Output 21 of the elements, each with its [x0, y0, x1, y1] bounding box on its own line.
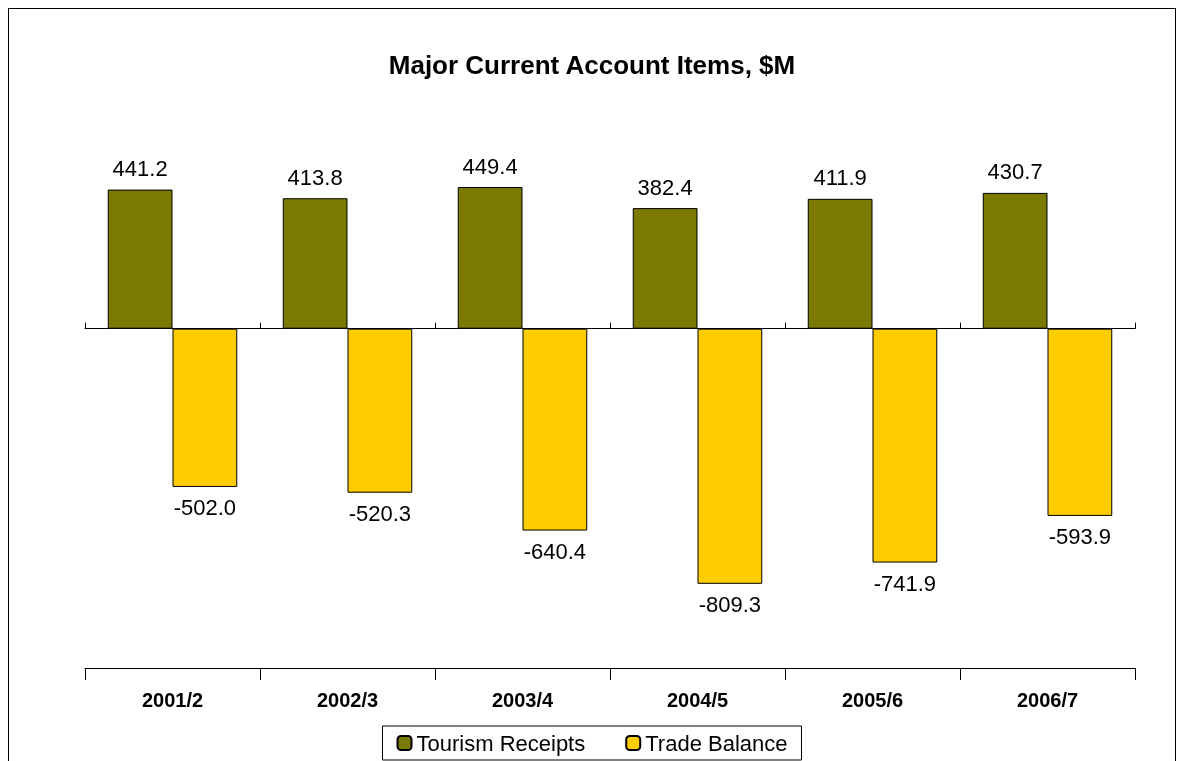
- data-label: -593.9: [1048, 524, 1112, 550]
- data-label: 413.8: [287, 164, 343, 190]
- data-label: -741.9: [873, 571, 937, 597]
- data-label: 382.4: [637, 174, 693, 200]
- data-label: -640.4: [523, 539, 587, 565]
- x-tick-label: 2003/4: [491, 689, 554, 711]
- x-tick-label: 2005/6: [841, 689, 904, 711]
- data-label: 411.9: [813, 165, 867, 191]
- chart-title: Major Current Account Items, $M: [388, 50, 796, 80]
- data-label: -502.0: [173, 495, 237, 521]
- x-tick-label: 2006/7: [1016, 689, 1079, 711]
- x-tick-label: 2001/2: [141, 689, 204, 711]
- legend-label: Tourism Receipts: [416, 730, 586, 756]
- data-label: 449.4: [462, 153, 518, 179]
- legend-label: Trade Balance: [645, 730, 788, 756]
- x-tick-label: 2004/5: [666, 689, 729, 711]
- data-label: -809.3: [698, 592, 762, 618]
- data-label: 441.2: [112, 156, 168, 182]
- data-label: 430.7: [987, 159, 1043, 185]
- x-tick-label: 2002/3: [316, 689, 379, 711]
- data-label: -520.3: [348, 501, 412, 527]
